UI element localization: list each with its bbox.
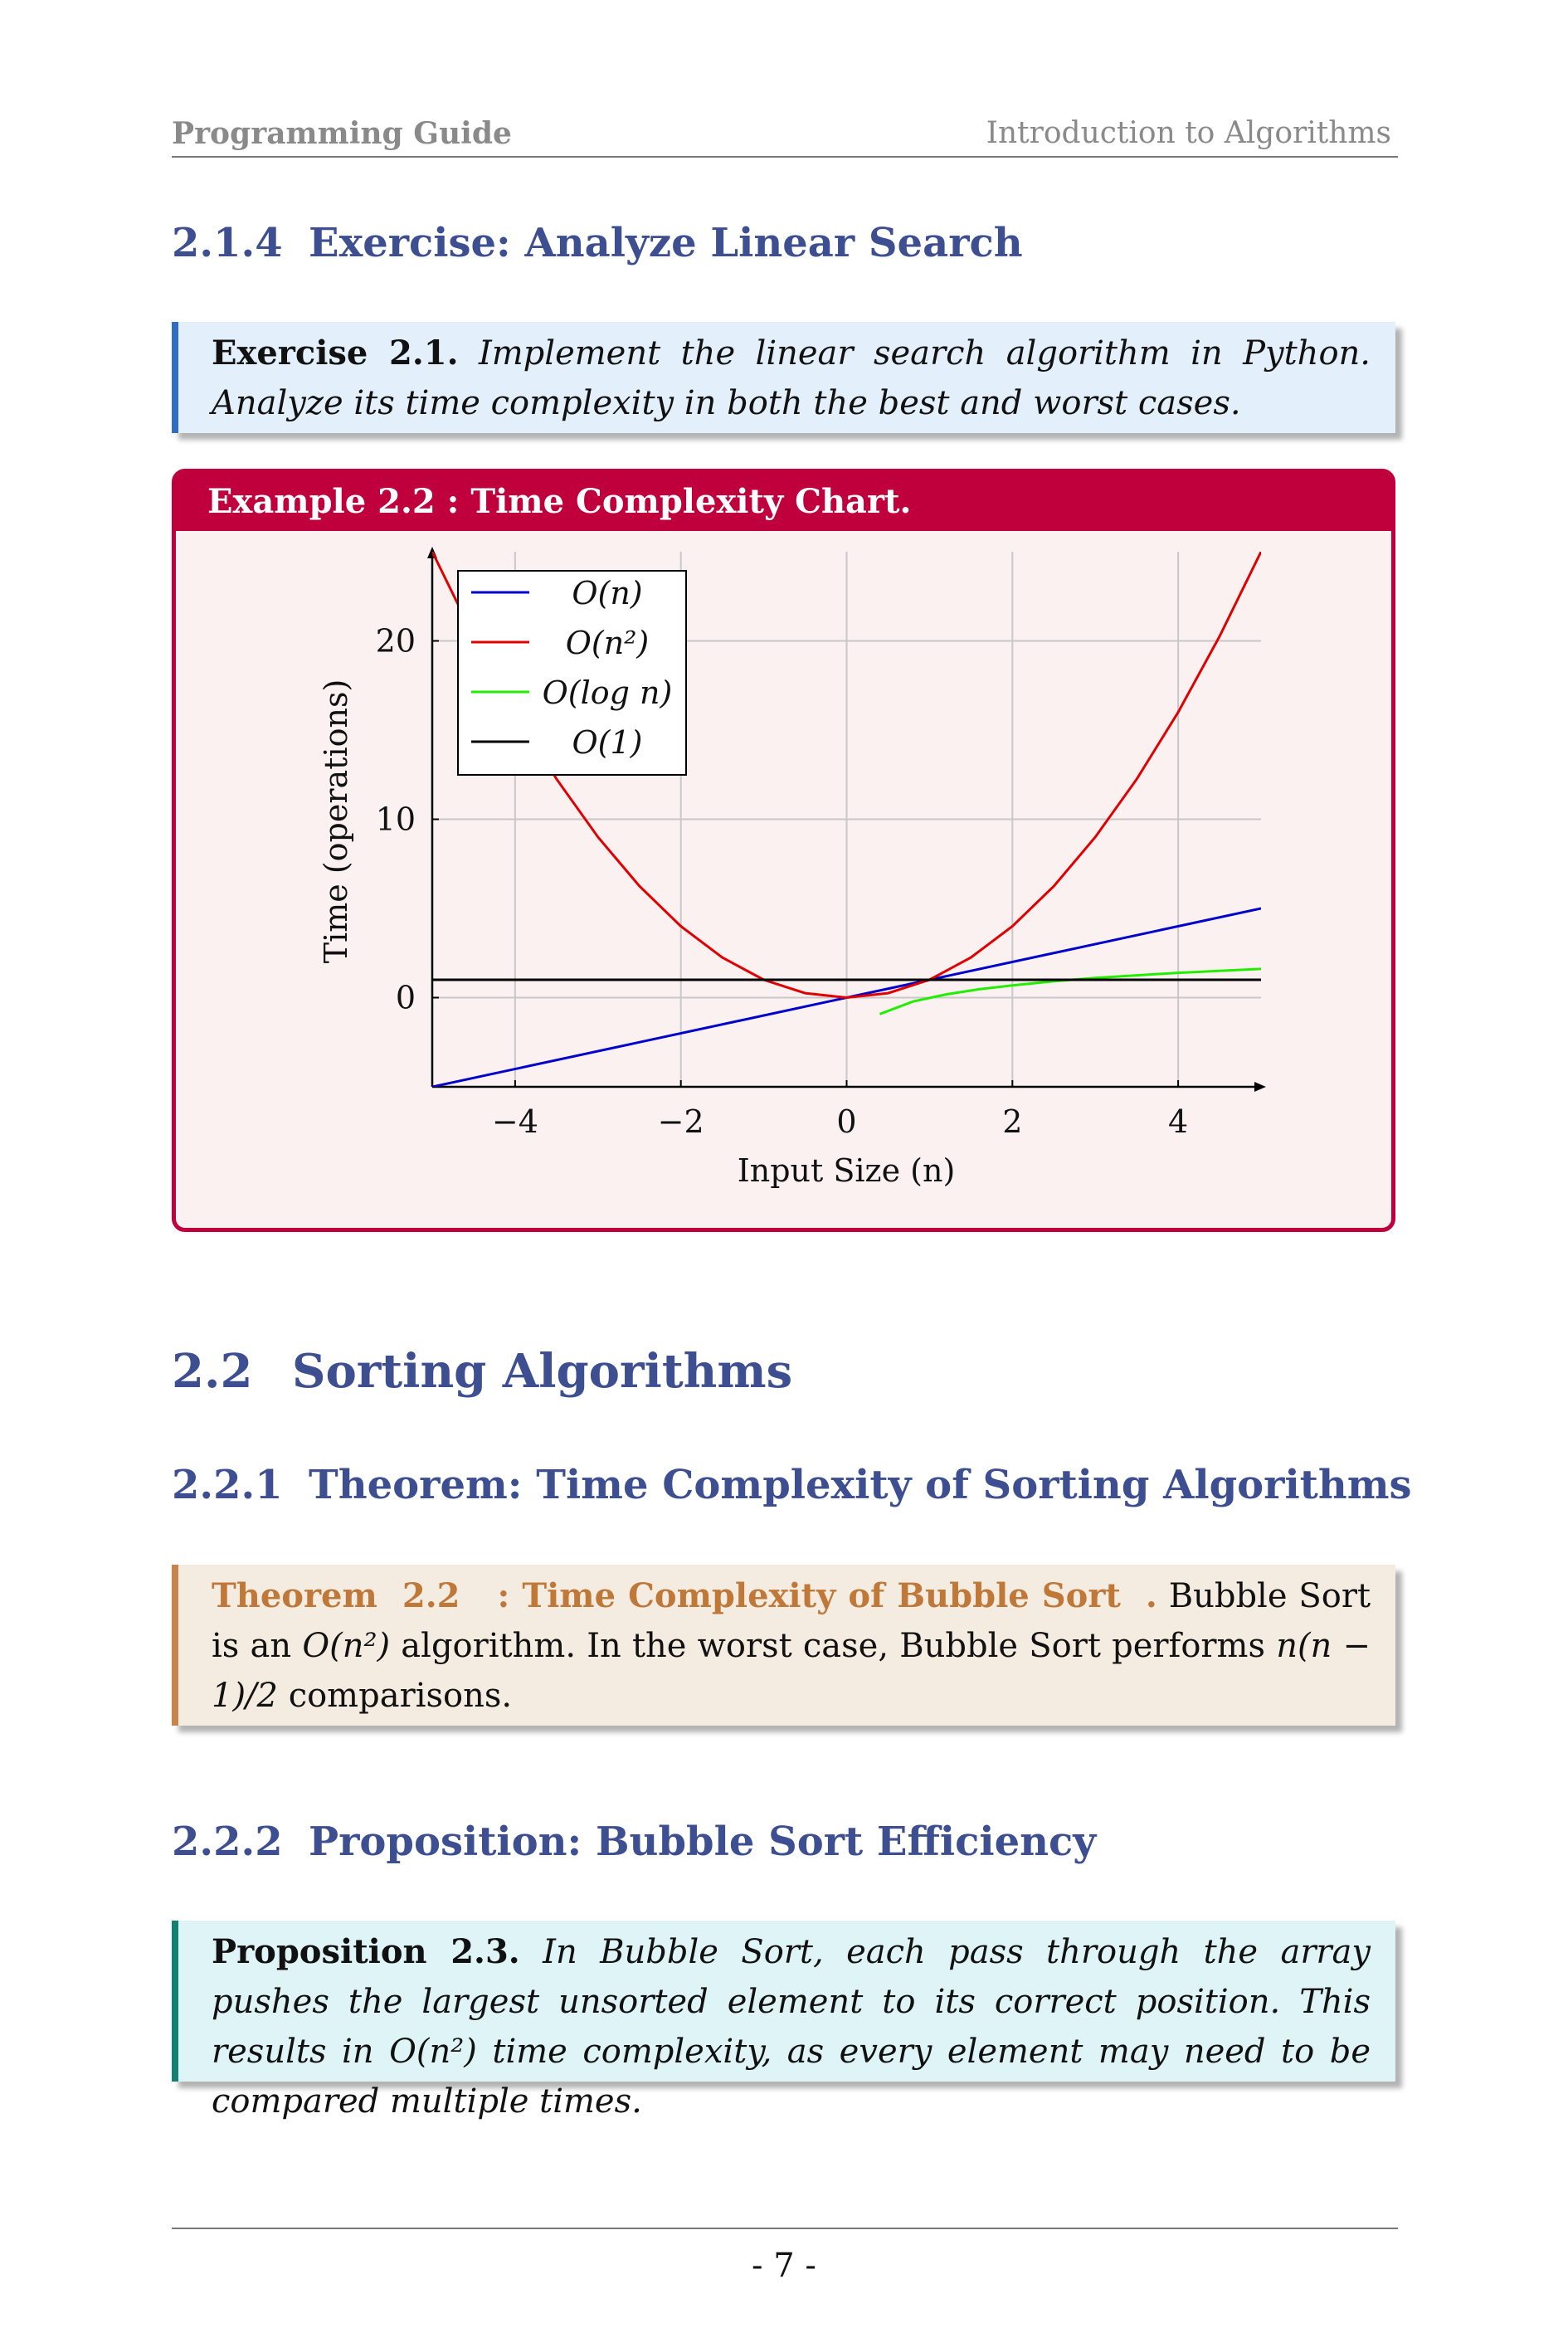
legend-label: O(log n) (543, 674, 673, 711)
section-number: 2.2 (172, 1344, 253, 1399)
section-title: Theorem: Time Complexity of Sorting Algo… (309, 1462, 1412, 1508)
section-number: 2.2.1 (172, 1462, 283, 1508)
theorem-text-1: Bubble Sort is an (212, 1577, 1371, 1665)
section-heading-2-2: 2.2 Sorting Algorithms (172, 1344, 792, 1399)
y-tick-label: 0 (396, 980, 416, 1016)
proposition-box: Proposition 2.3. In Bubble Sort, each pa… (172, 1921, 1395, 2121)
theorem-math-1: O(n²) (302, 1627, 391, 1665)
chart-ticks: −4 −2 0 2 4 0 10 20 (376, 623, 1189, 1141)
theorem-text-2: algorithm. In the worst case, Bubble Sor… (390, 1627, 1277, 1665)
section-title: Exercise: Analyze Linear Search (309, 220, 1023, 266)
series-line (432, 552, 1261, 1000)
section-heading-2-2-1: 2.2.1 Theorem: Time Complexity of Sorting… (172, 1462, 1412, 1508)
exercise-text: Implement the linear search algorithm in… (212, 334, 1371, 422)
proposition-lead: Proposition 2.3. (212, 1932, 520, 1971)
chart-legend: O(n) O(n²) O(log n) O(1) (457, 570, 687, 776)
y-tick-label: 10 (376, 801, 416, 838)
example-box: Example 2.2 : Time Complexity Chart. (172, 469, 1395, 1232)
theorem-paragraph: Theorem 2.2 : Time Complexity of Bubble … (212, 1571, 1371, 1721)
running-header-left: Programming Guide (172, 116, 512, 151)
section-number: 2.1.4 (172, 220, 283, 266)
section-title: Proposition: Bubble Sort Efficiency (309, 1819, 1097, 1865)
exercise-lead: Exercise 2.1. (212, 334, 459, 373)
example-title: Example 2.2 : Time Complexity Chart. (176, 473, 1391, 531)
legend-label: O(1) (572, 724, 643, 761)
x-axis-arrow (1254, 1082, 1266, 1092)
y-axis-label: Time (operations) (318, 679, 354, 964)
x-tick-label: 0 (836, 1103, 856, 1140)
exercise-box: Exercise 2.1. Implement the linear searc… (172, 322, 1395, 433)
running-header-right: Introduction to Algorithms (986, 116, 1391, 150)
legend-label: O(n²) (566, 625, 650, 661)
theorem-lead: Theorem 2.2 : Time Complexity of Bubble … (212, 1576, 1157, 1615)
section-heading-2-2-2: 2.2.2 Proposition: Bubble Sort Efficiency (172, 1819, 1096, 1865)
exercise-paragraph: Exercise 2.1. Implement the linear searc… (212, 329, 1371, 428)
y-tick-label: 20 (376, 623, 416, 660)
x-tick-label: −4 (492, 1103, 538, 1140)
proposition-paragraph: Proposition 2.3. In Bubble Sort, each pa… (212, 1927, 1371, 2126)
x-tick-label: 2 (1002, 1103, 1022, 1140)
x-axis-label: Input Size (n) (738, 1152, 956, 1189)
theorem-text-3: comparisons. (277, 1677, 513, 1715)
x-tick-label: −2 (658, 1103, 704, 1140)
theorem-box: Theorem 2.2 : Time Complexity of Bubble … (172, 1565, 1395, 1726)
section-heading-2-1-4: 2.1.4 Exercise: Analyze Linear Search (172, 220, 1023, 266)
proposition-math-1: O(n²) (389, 2033, 477, 2071)
proposition-text-1: In Bubble Sort, each pass through the ar… (212, 1933, 1371, 2071)
page-number: - 7 - (752, 2247, 816, 2285)
chart-series (432, 552, 1261, 1087)
series-line (879, 967, 1261, 1015)
section-title: Sorting Algorithms (292, 1344, 793, 1399)
footer-rule (172, 2228, 1398, 2229)
x-tick-label: 4 (1168, 1103, 1188, 1140)
header-rule (172, 156, 1398, 158)
theorem-math-2: n(n − 1)/2 (212, 1627, 1371, 1715)
proposition-text-2: time complexity, as every element may ne… (212, 2033, 1371, 2121)
legend-label: O(n) (572, 575, 642, 611)
section-number: 2.2.2 (172, 1819, 283, 1865)
